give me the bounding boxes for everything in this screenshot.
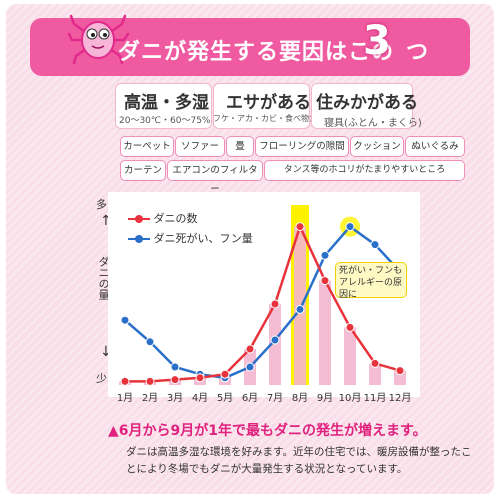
factor-sub-habitat: 寝具(ふとん・まくら) [324,118,422,129]
month-tick-label: 3月 [167,392,183,404]
month-tick-label: 9月 [317,392,333,404]
axis-vertical-label: ダニの量 [97,256,110,300]
dead-series-point [270,335,280,345]
legend-mite-swatch [128,215,150,223]
factor-sub-food: フケ・アカ・カビ・食べ物カスなど [213,114,341,123]
tag-carpet: カーペット [120,136,174,157]
month-tick-label: 7月 [267,392,283,404]
notice-text: ▲6月から9月が1年で最もダニの発生が増えます。 [108,423,427,439]
mite-series-point [295,222,305,232]
factor-title-food: エサがある [226,93,311,113]
month-tick-label: 5月 [217,392,233,404]
dead-series-point [145,337,155,347]
dead-series-line [124,224,401,380]
dead-series-point [120,315,130,325]
tag-aircon-filter: エアコンのフィルター [167,160,263,195]
dead-series-point [170,362,180,372]
month-tick-label: 12月 [389,392,412,404]
dead-series-point [245,362,255,372]
title-number: 3 [363,18,391,64]
month-tick-label: 8月 [292,392,308,404]
mite-series-point [170,375,180,385]
title-suffix: つ [406,40,429,65]
axis-arrow-down: ↓ [100,344,112,360]
tag-cushion: クッション [350,136,404,157]
dead-series-point [370,240,380,250]
mite-series-point [270,299,280,309]
legend-dead-swatch [128,235,150,243]
month-tick-label: 6月 [242,392,258,404]
month-tick-label: 1月 [117,392,133,404]
mite-series-point [345,322,355,332]
mite-bar [344,327,356,385]
mite-series-point [395,366,405,376]
mite-series-point [320,276,330,286]
mite-bar [394,370,406,385]
tag-sofa: ソファー [175,136,225,157]
mite-series-point [120,376,130,386]
month-tick-label: 2月 [142,392,158,404]
tag-floor-gap: フローリングの隙間 [255,136,349,157]
description-text: ダニは高温多湿な環境を好みます。近年の住宅では、暖房設備が整ったことにより冬場で… [126,446,472,475]
tag-dusty-places: タンス等のホコリがたまりやすいところ [264,160,465,181]
tag-stuffed-toy: ぬいぐるみ [405,136,465,157]
month-tick-label: 11月 [364,392,387,404]
dead-series-point [295,304,305,314]
mite-bar [369,363,381,385]
factor-title-humidity: 高温・多湿 [124,93,209,113]
legend-mite: ダニの数 [128,210,198,226]
month-tick-label: 10月 [339,392,362,404]
legend-dead-label: ダニ死がい、フン量 [153,232,253,245]
month-tick-label: 4月 [192,392,208,404]
mite-series-point [145,376,155,386]
factor-box-habitat [311,83,413,129]
factor-box-food [213,83,310,129]
mite-bar [319,280,331,385]
page-title: ダニが発生する要因はこの [118,40,395,65]
axis-bottom-label: 少 [96,372,107,385]
mite-series-point [245,344,255,354]
dead-series-point [320,250,330,260]
factor-sub-humidity: 20〜30℃・60〜75% [119,116,211,126]
mite-icon [68,14,130,65]
callout-allergy: 死がい・フンもアレルギーの原因に [335,262,407,300]
tag-tatami: 畳 [226,136,254,157]
legend-mite-label: ダニの数 [153,212,198,225]
factor-box-humidity [115,83,212,129]
axis-top-label: 多 [96,198,107,211]
mite-series-point [195,373,205,383]
mite-series-point [220,369,230,379]
axis-arrow-up: ↑ [100,213,112,229]
dead-series-point [345,222,355,232]
mite-series-point [370,358,380,368]
factor-title-habitat: 住みかがある [316,93,418,113]
tag-curtain: カーテン [120,160,166,181]
legend-dead: ダニ死がい、フン量 [128,230,253,246]
